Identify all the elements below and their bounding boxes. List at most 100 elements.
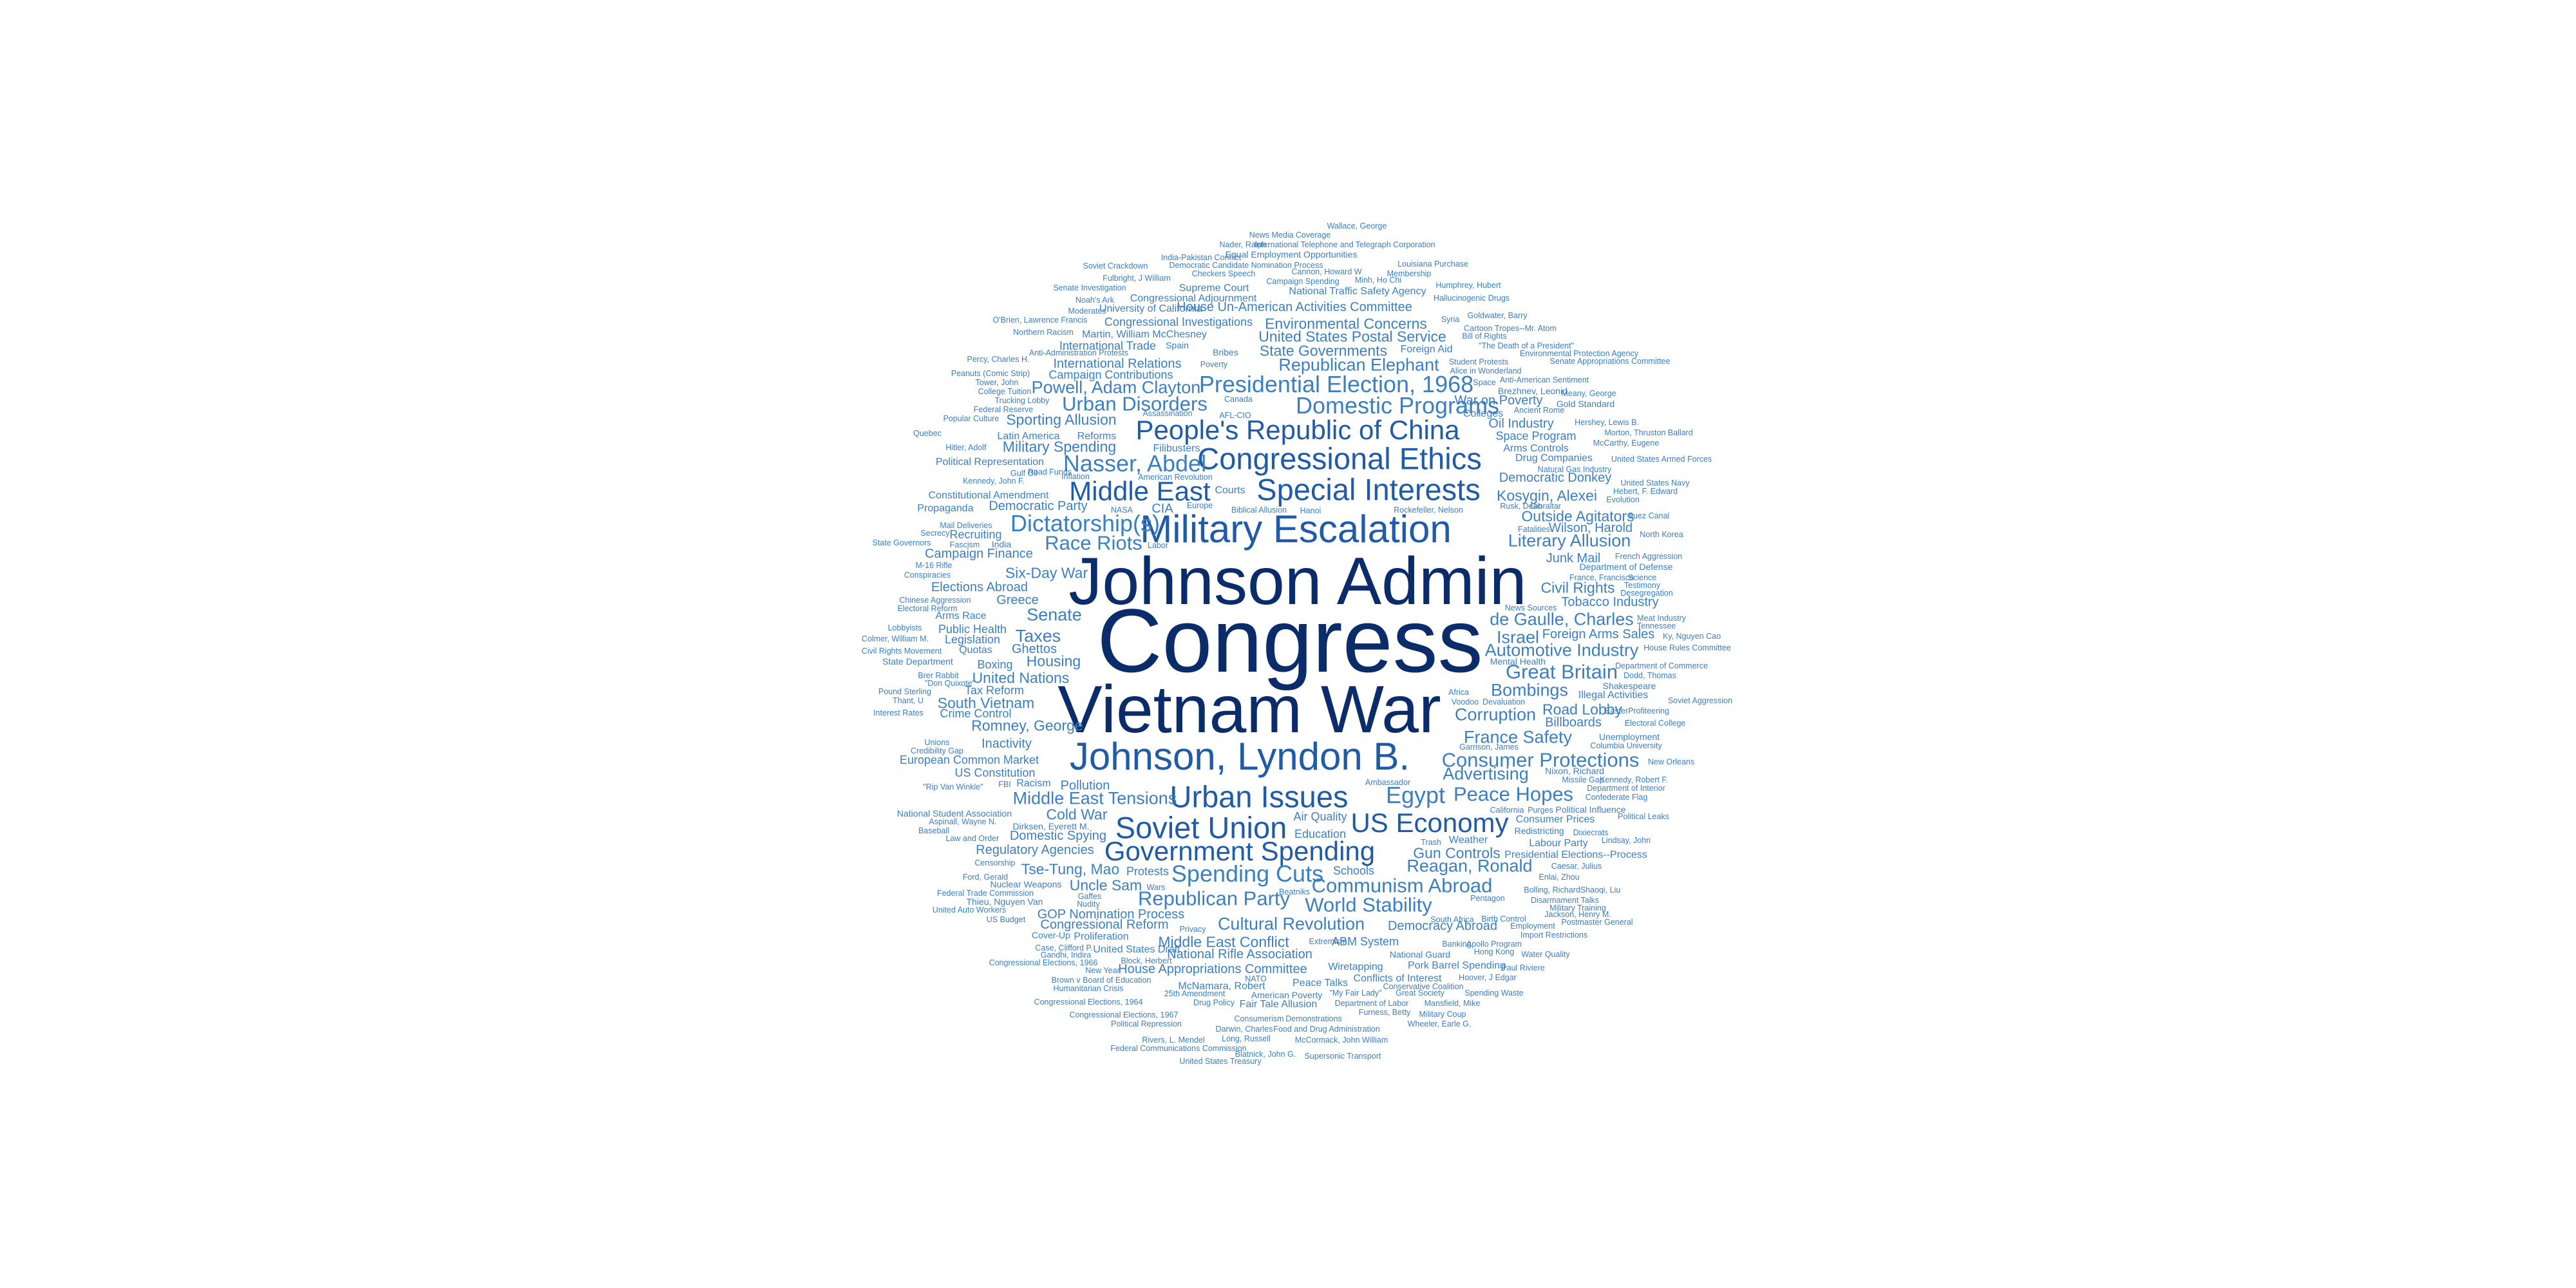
word-communism-abroad: Communism Abroad xyxy=(1311,874,1493,897)
word-road-lobby: Road Lobby xyxy=(1542,701,1623,718)
word-brown-v-board-of-education: Brown v Board of Education xyxy=(1051,975,1151,985)
word-natural-gas-industry: Natural Gas Industry xyxy=(1537,464,1612,474)
word-the-death-of-a-president: "The Death of a President" xyxy=(1479,341,1574,350)
word-fbi: FBI xyxy=(998,779,1011,789)
word-people-s-republic-of-china: People's Republic of China xyxy=(1135,415,1460,445)
word-easter: Easter xyxy=(1604,706,1629,715)
word-weather: Weather xyxy=(1448,835,1488,846)
word-soviet-crackdown: Soviet Crackdown xyxy=(1083,261,1148,270)
word-national-rifle-association: National Rifle Association xyxy=(1167,947,1312,961)
word-house-appropriations-committee: House Appropriations Committee xyxy=(1118,962,1307,976)
word-supersonic-transport: Supersonic Transport xyxy=(1304,1051,1381,1061)
word-alice-in-wonderland: Alice in Wonderland xyxy=(1450,366,1522,375)
word-taxes: Taxes xyxy=(1015,626,1061,646)
word-caesar-julius: Caesar, Julius xyxy=(1551,861,1602,871)
word-literary-allusion: Literary Allusion xyxy=(1508,531,1631,551)
word-government-spending: Government Spending xyxy=(1104,836,1376,866)
word-junk-mail: Junk Mail xyxy=(1546,551,1601,565)
word-birth-control: Birth Control xyxy=(1481,914,1526,923)
word-space-program: Space Program xyxy=(1495,430,1577,442)
word-devaluation: Devaluation xyxy=(1482,697,1526,706)
word-lobbyists: Lobbyists xyxy=(887,623,922,632)
word-race-riots: Race Riots xyxy=(1045,531,1142,554)
word-dictatorship-s: Dictatorship(s) xyxy=(1010,510,1160,536)
word-wiretapping: Wiretapping xyxy=(1328,961,1383,972)
word-rip-van-winkle: "Rip Van Winkle" xyxy=(923,782,983,791)
word-senate: Senate xyxy=(1027,605,1082,625)
word-missile-gap: Missile Gap xyxy=(1562,775,1604,784)
word-gibraltar: Gibraltar xyxy=(1530,501,1561,511)
word-25th-amendment: 25th Amendment xyxy=(1164,989,1226,998)
word-hershey-lewis-b: Hershey, Lewis B. xyxy=(1575,417,1639,427)
word-urban-disorders: Urban Disorders xyxy=(1062,392,1208,415)
word-privacy: Privacy xyxy=(1179,924,1206,934)
word-mental-health: Mental Health xyxy=(1490,656,1546,667)
word-my-fair-lady: "My Fair Lady" xyxy=(1329,988,1382,998)
word-moderates: Moderates xyxy=(1068,306,1106,316)
word-illegal-activities: Illegal Activities xyxy=(1578,690,1649,701)
word-morton-thruston-ballard: Morton, Thruston Ballard xyxy=(1604,428,1693,437)
word-military-coup: Military Coup xyxy=(1419,1009,1466,1019)
word-checkers-speech: Checkers Speech xyxy=(1191,269,1256,278)
word-nader-ralph: Nader, Ralph xyxy=(1219,240,1267,249)
word-mansfield-mike: Mansfield, Mike xyxy=(1424,998,1481,1008)
word-inactivity: Inactivity xyxy=(981,737,1032,751)
word-federal-communications-commission: Federal Communications Commission xyxy=(1110,1043,1247,1053)
word-consumerism: Consumerism xyxy=(1234,1014,1284,1023)
word-inflation: Inflation xyxy=(1061,471,1090,481)
word-soviet-union: Soviet Union xyxy=(1115,810,1287,845)
word-egypt: Egypt xyxy=(1385,782,1446,808)
word-international-relations: International Relations xyxy=(1053,357,1182,371)
word-meany-george: Meany, George xyxy=(1561,388,1616,398)
word-department-of-labor: Department of Labor xyxy=(1334,998,1409,1008)
word-campaign-finance: Campaign Finance xyxy=(925,547,1033,561)
word-chinese-aggression: Chinese Aggression xyxy=(899,595,971,605)
word-ambassador: Ambassador xyxy=(1365,777,1411,787)
word-south-africa: South Africa xyxy=(1430,914,1474,924)
word-middle-east-conflict: Middle East Conflict xyxy=(1158,933,1289,951)
word-war-on-poverty: War on Poverty xyxy=(1454,393,1543,408)
word-unemployment: Unemployment xyxy=(1598,732,1660,742)
word-rockefeller-nelson: Rockefeller, Nelson xyxy=(1394,505,1463,515)
word-public-health: Public Health xyxy=(938,623,1007,636)
word-federal-trade-commission: Federal Trade Commission xyxy=(936,888,1034,898)
word-mccarthy-eugene: McCarthy, Eugene xyxy=(1593,438,1660,448)
word-pork-barrel-spending: Pork Barrel Spending xyxy=(1407,960,1506,971)
word-cultural-revolution: Cultural Revolution xyxy=(1217,914,1365,934)
word-education: Education xyxy=(1294,828,1347,840)
word-presidential-elections-process: Presidential Elections--Process xyxy=(1504,849,1647,860)
word-automotive-industry: Automotive Industry xyxy=(1484,640,1639,660)
word-american-poverty: American Poverty xyxy=(1251,990,1323,1000)
word-electoral-college: Electoral College xyxy=(1624,718,1686,728)
word-supreme-court: Supreme Court xyxy=(1179,283,1249,294)
word-air-quality: Air Quality xyxy=(1293,810,1347,823)
word-boxing: Boxing xyxy=(977,658,1013,671)
word-darwin-charles: Darwin, Charles xyxy=(1215,1024,1273,1034)
word-enlai-zhou: Enlai, Zhou xyxy=(1539,872,1580,882)
word-environmental-protection-agency: Environmental Protection Agency xyxy=(1519,348,1639,358)
word-greece: Greece xyxy=(996,593,1039,607)
word-testimony: Testimony xyxy=(1624,580,1661,590)
word-labour-party: Labour Party xyxy=(1529,838,1588,849)
word-science: Science xyxy=(1627,573,1657,582)
word-johnson-admin: Johnson Admin xyxy=(1068,544,1527,619)
word-jackson-henry-m: Jackson, Henry M. xyxy=(1544,909,1611,919)
word-paul-riviere: Paul Riviere xyxy=(1501,963,1545,972)
word-demonstrations: Demonstrations xyxy=(1285,1014,1342,1023)
word-censorship: Censorship xyxy=(974,858,1016,867)
word-reforms: Reforms xyxy=(1077,431,1117,442)
word-military-spending: Military Spending xyxy=(1002,438,1117,455)
word-state-governments: State Governments xyxy=(1259,342,1388,359)
word-israel: Israel xyxy=(1496,627,1540,647)
word-nuclear-weapons: Nuclear Weapons xyxy=(990,879,1062,889)
word-de-gaulle-charles: de Gaulle, Charles xyxy=(1490,609,1634,629)
word-military-escalation: Military Escalation xyxy=(1140,507,1452,551)
word-water-quality: Water Quality xyxy=(1521,949,1570,959)
word-congressional-elections-1967: Congressional Elections, 1967 xyxy=(1069,1010,1179,1019)
word-fascism: Fascism xyxy=(949,540,980,549)
word-shakespeare: Shakespeare xyxy=(1602,681,1656,691)
word-urban-issues: Urban Issues xyxy=(1170,779,1349,814)
word-democratic-party: Democratic Party xyxy=(989,499,1088,513)
word-india-pakistan-conflict: India-Pakistan Conflict xyxy=(1160,252,1242,262)
word-latin-america: Latin America xyxy=(997,431,1060,442)
